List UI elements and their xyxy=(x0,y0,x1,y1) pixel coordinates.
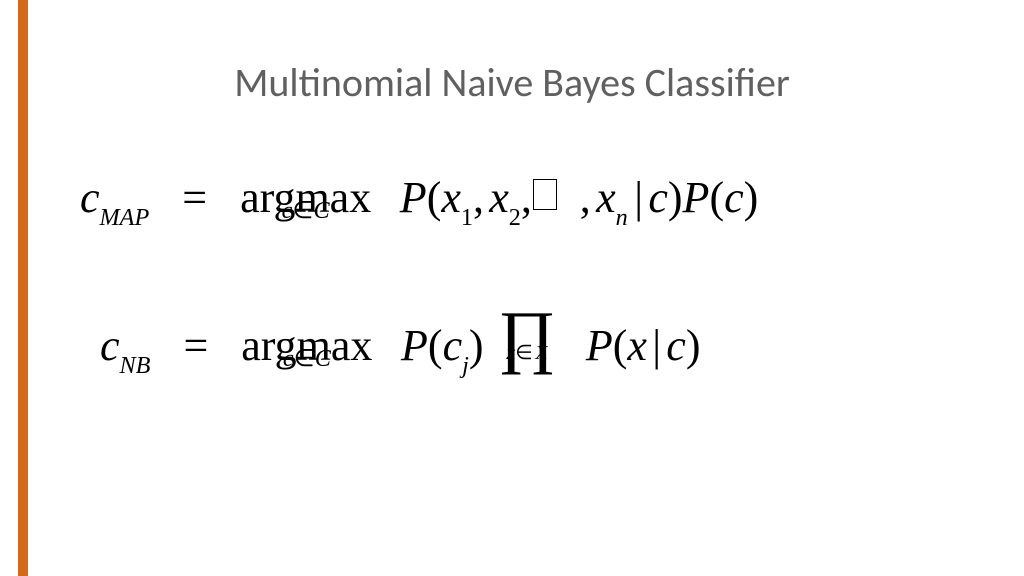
eq2-lhs-var: c xyxy=(100,321,120,370)
eq1-lhs-var: c xyxy=(80,173,100,222)
lparen: ( xyxy=(613,321,628,370)
eq1-argmax: argmax c∈C xyxy=(240,172,371,223)
eq2-lhs-sub: NB xyxy=(120,352,151,379)
eq2-cj-sub: j xyxy=(462,352,469,379)
eq2-P2: P xyxy=(586,321,613,370)
eq2-prod-sub-var: x xyxy=(506,342,515,364)
eq2-cj: c xyxy=(443,321,463,370)
rparen: ) xyxy=(469,321,484,370)
eq1-x1: x xyxy=(441,173,461,222)
eq2-argmax: argmax c∈C xyxy=(241,320,372,371)
bar: | xyxy=(652,321,661,370)
eq1-P2: P xyxy=(683,173,710,222)
rparen: ) xyxy=(668,173,683,222)
lparen: ( xyxy=(427,173,442,222)
placeholder-box-icon xyxy=(533,179,557,211)
eq2-argmax-sub-var: c xyxy=(283,345,294,372)
eq1-argmax-sub: c∈C xyxy=(240,196,371,225)
eq2-argmax-sub: c∈C xyxy=(241,344,372,373)
eq1-subn: n xyxy=(616,204,628,231)
eq2-prod-sub: x∈X xyxy=(498,341,556,365)
comma: , xyxy=(580,173,591,222)
equation-map: cMAP = argmax c∈C P(x1,x2,,xn|c)P(c) xyxy=(80,172,758,229)
eq1-sub2: 2 xyxy=(509,204,521,231)
page-title: Multinomial Naive Bayes Classifier xyxy=(0,58,1024,107)
eq1-P1: P xyxy=(400,173,427,222)
eq1-sub1: 1 xyxy=(461,204,473,231)
elem-icon: ∈ xyxy=(294,345,315,372)
bar: | xyxy=(634,173,643,222)
eq1-x2: x xyxy=(489,173,509,222)
eq2-equals: = xyxy=(183,321,208,370)
eq2-product: ∏ x∈X xyxy=(498,320,556,380)
eq1-argmax-sub-set: C xyxy=(313,197,329,224)
eq1-lhs-sub: MAP xyxy=(100,204,150,231)
eq2-x: x xyxy=(627,321,647,370)
eq1-xn: x xyxy=(596,173,616,222)
rparen: ) xyxy=(744,173,759,222)
lparen: ( xyxy=(709,173,724,222)
eq1-argmax-sub-var: c xyxy=(282,197,293,224)
eq2-prod-sub-set: X xyxy=(535,342,547,364)
comma: , xyxy=(473,173,484,222)
equation-nb: cNB = argmax c∈C P(cj) ∏ x∈X P(x|c) xyxy=(100,320,700,380)
eq2-c: c xyxy=(666,321,686,370)
elem-icon: ∈ xyxy=(515,342,532,364)
elem-icon: ∈ xyxy=(292,197,313,224)
eq1-c: c xyxy=(648,173,668,222)
comma: , xyxy=(521,173,532,222)
lparen: ( xyxy=(428,321,443,370)
eq2-P1: P xyxy=(401,321,428,370)
eq1-equals: = xyxy=(182,173,207,222)
rparen: ) xyxy=(686,321,701,370)
eq2-argmax-sub-set: C xyxy=(315,345,331,372)
eq1-c2: c xyxy=(724,173,744,222)
